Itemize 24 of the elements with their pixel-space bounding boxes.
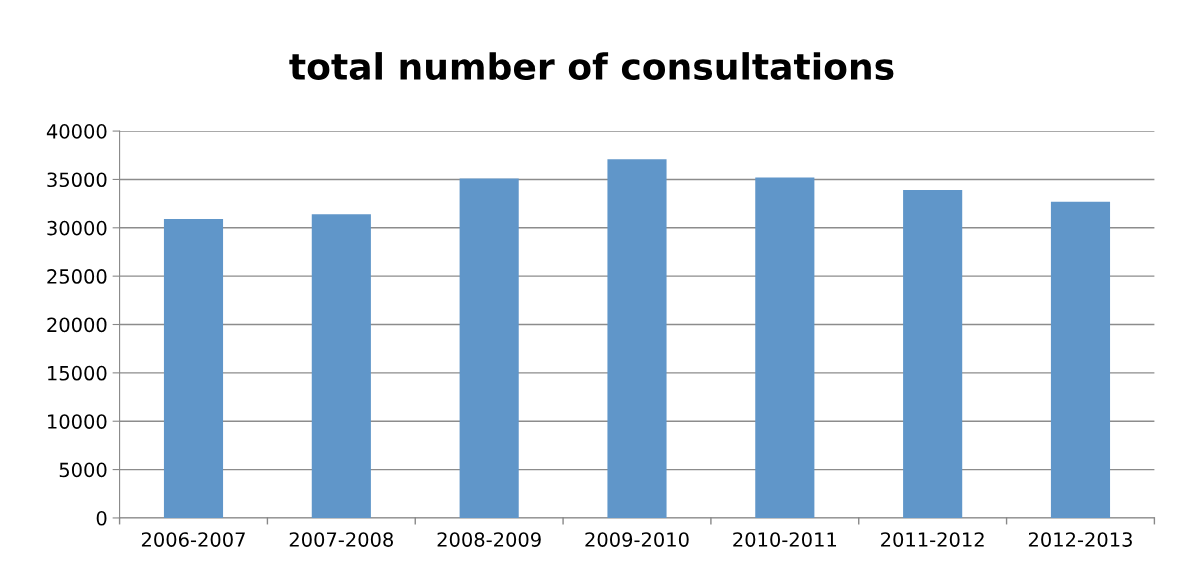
y-tick-label: 40000 [46, 124, 107, 139]
bar [311, 214, 371, 518]
x-tick-label: 2006-2007 [141, 532, 245, 547]
x-tick-label: 2010-2011 [733, 532, 837, 547]
bar [1050, 201, 1111, 518]
bar [459, 178, 519, 518]
x-tick-label: 2007-2008 [289, 532, 393, 547]
bar [163, 219, 224, 518]
y-tick-label: 5000 [59, 462, 107, 478]
x-tick-label: 2008-2009 [437, 532, 541, 547]
x-tick-label: 2012-2013 [1028, 532, 1132, 547]
x-tick-label: 2009-2010 [585, 532, 689, 547]
bar [755, 177, 815, 518]
y-tick-label: 30000 [47, 220, 107, 236]
y-tick-label: 0 [96, 510, 107, 526]
y-tick-label: 20000 [47, 317, 107, 333]
y-tick-label: 35000 [47, 172, 107, 188]
bar [607, 159, 667, 518]
y-tick-label: 15000 [48, 365, 107, 381]
y-tick-label: 10000 [48, 414, 107, 429]
bar [903, 190, 963, 518]
x-tick-label: 2011-2012 [881, 532, 984, 547]
y-tick-label: 25000 [47, 269, 107, 284]
chart-title: total number of consultations [289, 52, 894, 81]
